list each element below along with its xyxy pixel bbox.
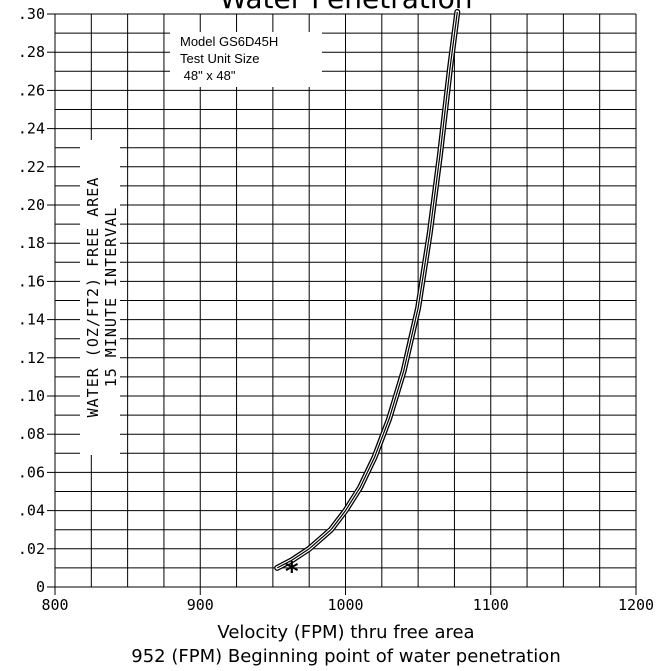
y-tick-label: .10 — [18, 387, 45, 405]
y-tick-label: .12 — [18, 349, 45, 367]
curve-outer — [274, 9, 461, 571]
annotation-line-size-label: Test Unit Size — [180, 51, 259, 66]
curve-inner — [276, 11, 458, 569]
x-axis-ticks: 800 900 1000 1100 1200 — [41, 587, 654, 614]
penetration-curve — [274, 9, 461, 571]
y-tick-label: .08 — [18, 425, 45, 443]
annotation-line-model: Model GS6D45H — [180, 34, 278, 49]
x-tick-label: 800 — [41, 596, 68, 614]
y-tick-label: .28 — [18, 43, 45, 61]
y-tick-label: .14 — [18, 311, 45, 329]
y-tick-label: .30 — [18, 5, 45, 23]
y-tick-label: .24 — [18, 120, 45, 138]
x-tick-label: 1000 — [327, 596, 363, 614]
annotation-box: Model GS6D45H Test Unit Size 48" x 48" — [170, 32, 322, 87]
curve-gap — [275, 10, 459, 570]
x-tick-label: 1200 — [618, 596, 654, 614]
chart-title: Water Penetration — [219, 0, 472, 15]
x-axis-subcaption: 952 (FPM) Beginning point of water penet… — [131, 646, 560, 667]
y-tick-label: .04 — [18, 502, 45, 520]
annotation-line-size-value: 48" x 48" — [180, 68, 236, 83]
y-axis-label-line1: WATER (OZ/FT2) FREE AREA — [84, 177, 102, 418]
y-tick-label: .16 — [18, 272, 45, 290]
y-axis-label: WATER (OZ/FT2) FREE AREA 15 MINUTE INTER… — [80, 140, 120, 455]
y-tick-label: .06 — [18, 463, 45, 481]
y-tick-label: .20 — [18, 196, 45, 214]
y-tick-label: .02 — [18, 540, 45, 558]
x-axis-label: Velocity (FPM) thru free area — [217, 622, 474, 643]
x-tick-label: 1100 — [473, 596, 509, 614]
y-tick-label: .26 — [18, 81, 45, 99]
y-tick-label: 0 — [36, 578, 45, 596]
y-axis-ticks: 0 .02 .04 .06 .08 .10 .12 .14 .16 .18 .20 .22 .24 .26… — [18, 5, 55, 596]
y-tick-label: .18 — [18, 234, 45, 252]
x-tick-label: 900 — [187, 596, 214, 614]
y-tick-label: .22 — [18, 158, 45, 176]
y-axis-label-line2: 15 MINUTE INTERVAL — [102, 207, 120, 388]
start-point-marker: * — [285, 557, 299, 587]
chart-grid — [54, 13, 637, 588]
